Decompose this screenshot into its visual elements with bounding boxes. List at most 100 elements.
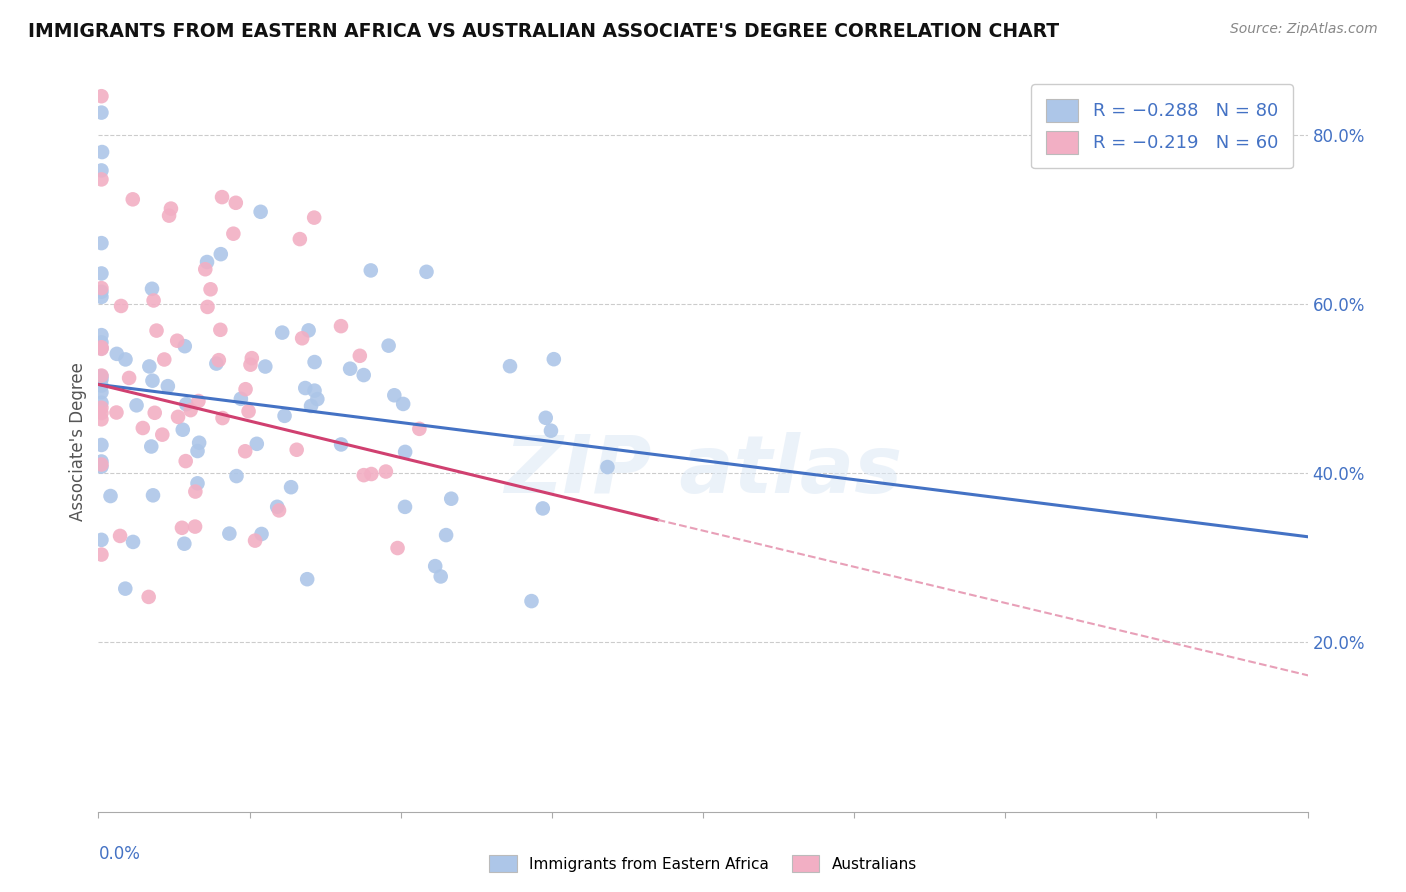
Point: [90, 548, 112, 562]
Point: [243, 533, 266, 548]
Point: [187, 394, 209, 409]
Point: [294, 381, 316, 395]
Point: [150, 427, 173, 442]
Point: [208, 353, 231, 368]
Point: [520, 594, 543, 608]
Point: [132, 421, 155, 435]
Y-axis label: Associate's Degree: Associate's Degree: [69, 362, 87, 521]
Point: [160, 202, 183, 216]
Point: [145, 324, 167, 338]
Point: [304, 355, 326, 369]
Point: [280, 480, 302, 494]
Point: [90, 335, 112, 350]
Point: [91, 145, 114, 159]
Point: [250, 527, 273, 541]
Point: [108, 529, 131, 543]
Point: [330, 437, 353, 451]
Point: [167, 409, 190, 424]
Point: [394, 500, 416, 514]
Point: [382, 388, 405, 402]
Point: [141, 282, 163, 296]
Point: [90, 438, 112, 452]
Point: [90, 369, 112, 384]
Point: [173, 339, 195, 353]
Point: [105, 405, 128, 419]
Point: [531, 501, 554, 516]
Point: [394, 445, 416, 459]
Point: [238, 404, 260, 418]
Point: [90, 342, 112, 356]
Point: [90, 172, 112, 186]
Point: [304, 384, 326, 398]
Point: [374, 465, 396, 479]
Point: [121, 192, 143, 206]
Point: [90, 163, 112, 178]
Point: [138, 359, 160, 374]
Point: [249, 204, 271, 219]
Point: [425, 559, 447, 574]
Point: [377, 338, 399, 352]
Point: [267, 503, 290, 517]
Point: [153, 352, 176, 367]
Point: [125, 398, 148, 412]
Point: [157, 209, 180, 223]
Point: [90, 378, 112, 392]
Point: [122, 535, 145, 549]
Point: [90, 401, 112, 415]
Point: [266, 500, 288, 514]
Point: [302, 211, 325, 225]
Point: [142, 488, 165, 502]
Point: [90, 105, 112, 120]
Point: [211, 411, 233, 425]
Point: [297, 323, 319, 337]
Legend: Immigrants from Eastern Africa, Australians: Immigrants from Eastern Africa, Australi…: [482, 847, 924, 880]
Point: [440, 491, 463, 506]
Point: [543, 352, 565, 367]
Point: [90, 412, 112, 426]
Point: [218, 526, 240, 541]
Point: [360, 263, 382, 277]
Point: [254, 359, 277, 374]
Point: [211, 190, 233, 204]
Point: [143, 406, 166, 420]
Point: [138, 590, 160, 604]
Point: [184, 519, 207, 533]
Point: [90, 340, 112, 354]
Point: [141, 440, 163, 454]
Point: [142, 293, 165, 308]
Point: [434, 528, 457, 542]
Point: [114, 352, 136, 367]
Point: [415, 265, 437, 279]
Point: [188, 435, 211, 450]
Point: [271, 326, 294, 340]
Point: [90, 267, 112, 281]
Point: [172, 423, 194, 437]
Point: [180, 403, 202, 417]
Point: [195, 255, 218, 269]
Point: [90, 372, 112, 386]
Point: [299, 399, 322, 413]
Point: [90, 281, 112, 295]
Point: [200, 282, 222, 296]
Point: [429, 569, 451, 583]
Legend: R = −0.288   N = 80, R = −0.219   N = 60: R = −0.288 N = 80, R = −0.219 N = 60: [1031, 84, 1292, 169]
Point: [235, 382, 257, 396]
Point: [360, 467, 382, 481]
Point: [225, 469, 247, 483]
Point: [392, 397, 415, 411]
Point: [240, 351, 263, 366]
Point: [499, 359, 522, 374]
Point: [90, 89, 112, 103]
Point: [273, 409, 295, 423]
Point: [110, 299, 132, 313]
Point: [222, 227, 245, 241]
Point: [534, 410, 557, 425]
Point: [408, 422, 430, 436]
Point: [194, 262, 217, 277]
Point: [90, 236, 112, 251]
Point: [90, 459, 112, 474]
Point: [170, 521, 193, 535]
Point: [291, 331, 314, 345]
Point: [156, 379, 179, 393]
Point: [197, 300, 219, 314]
